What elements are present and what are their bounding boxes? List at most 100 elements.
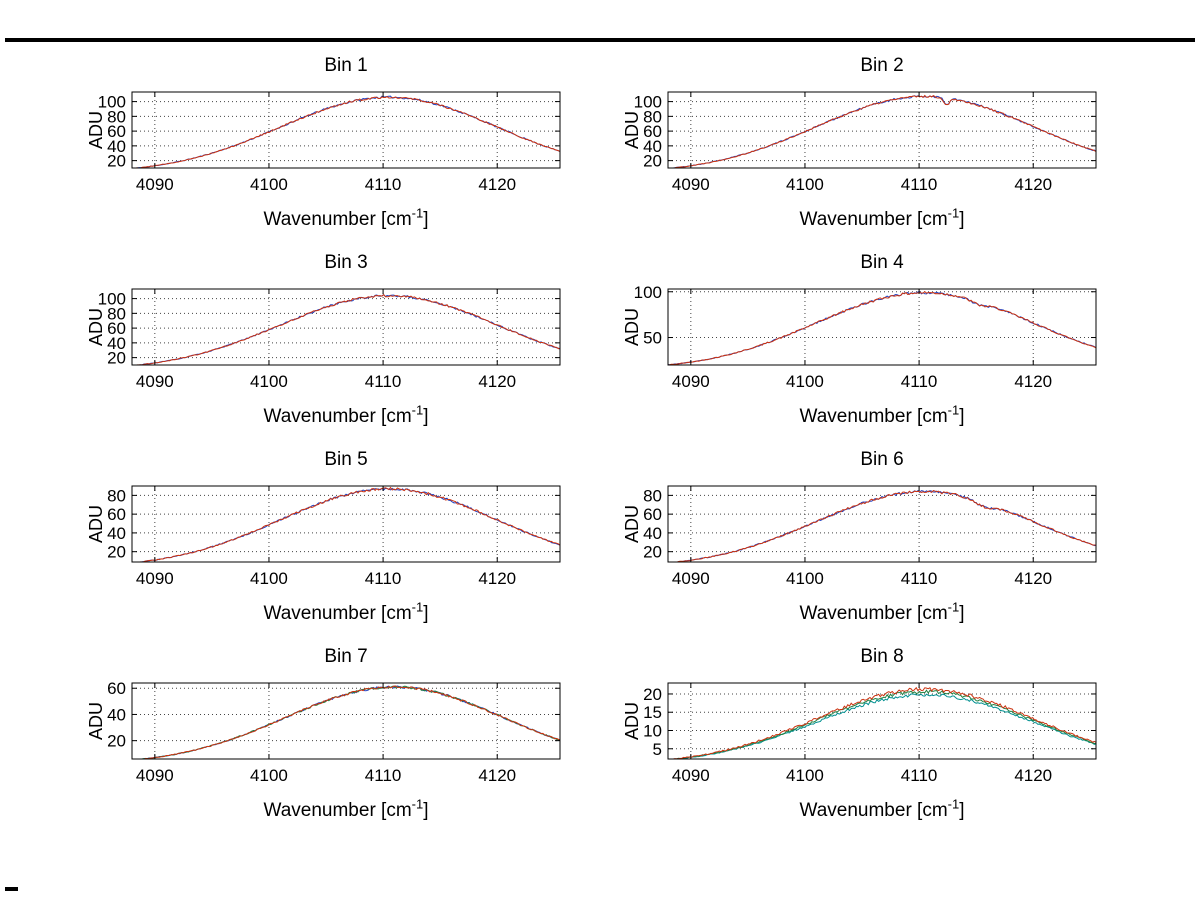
svg-text:4090: 4090 xyxy=(672,569,710,588)
plot-title: Bin 4 xyxy=(860,252,904,273)
svg-text:4100: 4100 xyxy=(250,175,288,194)
subplot-bin-4: Bin 4 ADU 4090 4100 4110 4120 50 100 Wavenumb… xyxy=(600,245,1200,442)
subplot-bin-1: Bin 1 ADU 4090 4100 4110 4120 20 40 60 80 100 Wa… xyxy=(0,48,600,245)
plot-title: Bin 2 xyxy=(860,55,904,76)
svg-text:5: 5 xyxy=(653,740,662,759)
svg-text:4100: 4100 xyxy=(250,372,288,391)
svg-text:80: 80 xyxy=(643,107,662,126)
svg-text:4100: 4100 xyxy=(786,372,824,391)
plot-area: 4090 4100 4110 4120 20 40 60 80 100 xyxy=(82,88,568,194)
svg-text:60: 60 xyxy=(107,122,126,141)
svg-text:20: 20 xyxy=(643,685,662,704)
x-axis-label-close: ] xyxy=(959,209,965,230)
svg-text:100: 100 xyxy=(634,285,662,302)
x-axis-label-text: Wavenumber [cm xyxy=(263,800,412,821)
plot-title: Bin 7 xyxy=(324,646,368,667)
subplot-bin-7: Bin 7 ADU 4090 4100 4110 4120 20 40 60 Wavenum… xyxy=(0,639,600,836)
plot-area: 4090 4100 4110 4120 50 100 xyxy=(618,283,1104,391)
svg-text:4100: 4100 xyxy=(250,569,288,588)
svg-text:4090: 4090 xyxy=(672,372,710,391)
svg-text:4110: 4110 xyxy=(365,175,402,194)
x-axis-label-close: ] xyxy=(423,800,429,821)
svg-text:4110: 4110 xyxy=(901,766,938,785)
x-axis-label-text: Wavenumber [cm xyxy=(799,406,948,427)
plot-title: Bin 3 xyxy=(324,252,368,273)
svg-text:4110: 4110 xyxy=(365,766,402,785)
svg-text:4110: 4110 xyxy=(901,569,938,588)
svg-text:40: 40 xyxy=(107,137,126,156)
svg-text:20: 20 xyxy=(107,543,126,562)
svg-text:80: 80 xyxy=(107,304,126,323)
x-axis-label-close: ] xyxy=(959,800,965,821)
svg-text:15: 15 xyxy=(643,703,662,722)
svg-text:10: 10 xyxy=(643,722,662,741)
x-axis-label-text: Wavenumber [cm xyxy=(263,406,412,427)
svg-text:4090: 4090 xyxy=(672,766,710,785)
svg-text:4120: 4120 xyxy=(1014,372,1052,391)
x-axis-label-text: Wavenumber [cm xyxy=(263,603,412,624)
svg-text:4120: 4120 xyxy=(1014,175,1052,194)
svg-text:40: 40 xyxy=(107,334,126,353)
plot-area: 4090 4100 4110 4120 20 40 60 80 xyxy=(618,482,1104,588)
svg-text:60: 60 xyxy=(643,505,662,524)
svg-text:4110: 4110 xyxy=(365,569,402,588)
svg-text:4090: 4090 xyxy=(136,175,174,194)
svg-text:4090: 4090 xyxy=(136,766,174,785)
x-axis-label: Wavenumber [cm-1] xyxy=(668,404,1096,429)
figure-top-border xyxy=(5,38,1195,42)
plot-title: Bin 5 xyxy=(324,449,368,470)
plot-title: Bin 6 xyxy=(860,449,904,470)
x-axis-label: Wavenumber [cm-1] xyxy=(132,599,560,626)
svg-text:40: 40 xyxy=(107,705,126,724)
figure-grid: Bin 1 ADU 4090 4100 4110 4120 20 40 60 80 100 Wa… xyxy=(0,48,1200,836)
svg-text:4120: 4120 xyxy=(478,175,516,194)
svg-text:60: 60 xyxy=(107,679,126,698)
svg-text:4110: 4110 xyxy=(901,175,938,194)
svg-text:20: 20 xyxy=(643,543,662,562)
svg-text:100: 100 xyxy=(634,93,662,112)
x-axis-label-text: Wavenumber [cm xyxy=(263,209,412,230)
x-axis-label-close: ] xyxy=(423,406,429,427)
x-axis-label-text: Wavenumber [cm xyxy=(799,603,948,624)
axes-canvas: 4090 4100 4110 4120 20 40 60 xyxy=(107,679,561,785)
plot-area: 4090 4100 4110 4120 20 40 60 80 100 xyxy=(618,88,1104,194)
svg-text:4120: 4120 xyxy=(1014,766,1052,785)
plot-title: Bin 1 xyxy=(324,55,368,76)
axes-canvas: 4090 4100 4110 4120 50 100 xyxy=(634,283,1097,391)
svg-text:60: 60 xyxy=(107,505,126,524)
svg-text:4110: 4110 xyxy=(365,372,402,391)
svg-text:4120: 4120 xyxy=(478,372,516,391)
figure-corner-mark xyxy=(5,887,18,891)
x-axis-label-superscript: -1 xyxy=(411,796,424,812)
x-axis-label: Wavenumber [cm-1] xyxy=(668,207,1096,232)
svg-text:80: 80 xyxy=(643,486,662,505)
svg-text:4110: 4110 xyxy=(901,372,938,391)
x-axis-label-superscript: -1 xyxy=(411,599,424,615)
plot-area: 4090 4100 4110 4120 5 10 15 20 xyxy=(618,679,1104,785)
x-axis-label-close: ] xyxy=(959,406,965,427)
x-axis-label-superscript: -1 xyxy=(411,205,424,221)
svg-text:4090: 4090 xyxy=(136,569,174,588)
x-axis-label-close: ] xyxy=(423,209,429,230)
x-axis-label-superscript: -1 xyxy=(411,402,424,418)
svg-text:40: 40 xyxy=(643,524,662,543)
svg-text:4120: 4120 xyxy=(1014,569,1052,588)
svg-text:100: 100 xyxy=(98,93,126,112)
plot-area: 4090 4100 4110 4120 20 40 60 80 100 xyxy=(82,285,568,391)
svg-text:20: 20 xyxy=(107,349,126,368)
plot-area: 4090 4100 4110 4120 20 40 60 80 xyxy=(82,482,568,588)
x-axis-label: Wavenumber [cm-1] xyxy=(668,601,1096,626)
svg-text:4100: 4100 xyxy=(786,175,824,194)
subplot-bin-5: Bin 5 ADU 4090 4100 4110 4120 20 40 60 80 Waven… xyxy=(0,442,600,639)
subplot-bin-3: Bin 3 ADU 4090 4100 4110 4120 20 40 60 80 100 Wa… xyxy=(0,245,600,442)
x-axis-label: Wavenumber [cm-1] xyxy=(132,205,560,232)
x-axis-label: Wavenumber [cm-1] xyxy=(668,796,1096,823)
svg-text:60: 60 xyxy=(107,319,126,338)
svg-text:4100: 4100 xyxy=(786,569,824,588)
x-axis-label-superscript: -1 xyxy=(947,796,960,812)
svg-text:20: 20 xyxy=(643,152,662,171)
